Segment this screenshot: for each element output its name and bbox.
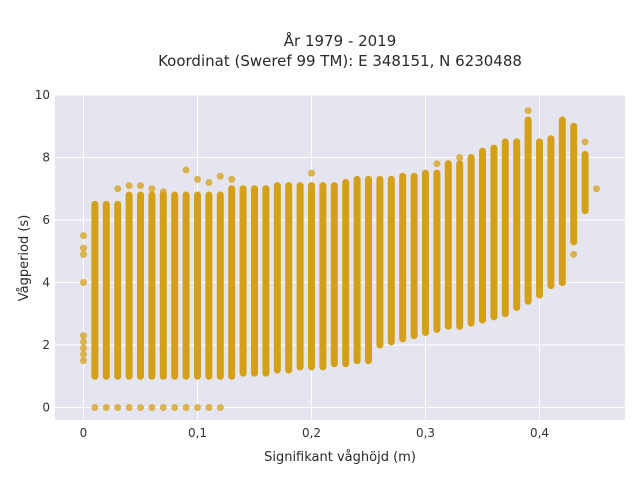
- y-tick-label: 2: [42, 338, 50, 352]
- data-point: [80, 332, 87, 340]
- data-point: [148, 404, 156, 411]
- y-tick-label: 8: [42, 151, 50, 165]
- data-point: [80, 350, 87, 358]
- data-point: [159, 188, 167, 196]
- data-point: [593, 185, 600, 193]
- y-axis-ticks: 0 2 4 6 8 10: [35, 88, 50, 415]
- x-tick-label: 0,3: [416, 426, 435, 440]
- data-point: [91, 404, 99, 411]
- data-point: [114, 404, 122, 411]
- data-point: [125, 404, 133, 411]
- data-point: [182, 166, 190, 174]
- data-point: [194, 175, 201, 183]
- x-tick-label: 0,1: [188, 426, 207, 440]
- x-tick-label: 0,2: [302, 426, 321, 440]
- y-tick-label: 0: [42, 401, 50, 415]
- data-point: [80, 250, 87, 258]
- data-point: [308, 169, 315, 177]
- data-point: [581, 138, 589, 146]
- data-point: [80, 338, 87, 346]
- y-tick-label: 4: [42, 276, 50, 290]
- data-point: [80, 244, 87, 252]
- data-point: [194, 404, 201, 411]
- data-point: [137, 404, 144, 411]
- data-point: [80, 279, 87, 286]
- data-point: [137, 182, 144, 190]
- data-point: [570, 250, 578, 258]
- x-tick-label: 0,4: [530, 426, 549, 440]
- data-point: [80, 344, 87, 352]
- data-point: [205, 179, 213, 186]
- chart-title-line2: Koordinat (Sweref 99 TM): E 348151, N 62…: [158, 52, 522, 70]
- data-point: [524, 107, 532, 115]
- data-point: [456, 154, 464, 161]
- data-point: [159, 404, 167, 411]
- x-tick-label: 0: [80, 426, 88, 440]
- y-tick-label: 10: [35, 88, 50, 102]
- data-point: [171, 404, 179, 411]
- data-point: [182, 404, 190, 411]
- data-points: [80, 107, 600, 411]
- data-point: [216, 172, 224, 180]
- data-point: [433, 160, 441, 168]
- data-point: [80, 232, 87, 240]
- data-point: [228, 175, 236, 183]
- data-point: [80, 357, 87, 365]
- y-tick-label: 6: [42, 213, 50, 227]
- data-point: [148, 185, 156, 193]
- data-point: [114, 185, 122, 193]
- y-axis-title: Vågperiod (s): [17, 215, 32, 302]
- data-point: [102, 404, 110, 411]
- x-axis-ticks: 0 0,1 0,2 0,3 0,4: [80, 426, 549, 440]
- data-point: [205, 404, 213, 411]
- chart-title-line1: År 1979 - 2019: [284, 31, 397, 50]
- data-point: [125, 182, 133, 190]
- x-axis-title: Signifikant våghöjd (m): [264, 450, 416, 465]
- data-point: [216, 404, 224, 411]
